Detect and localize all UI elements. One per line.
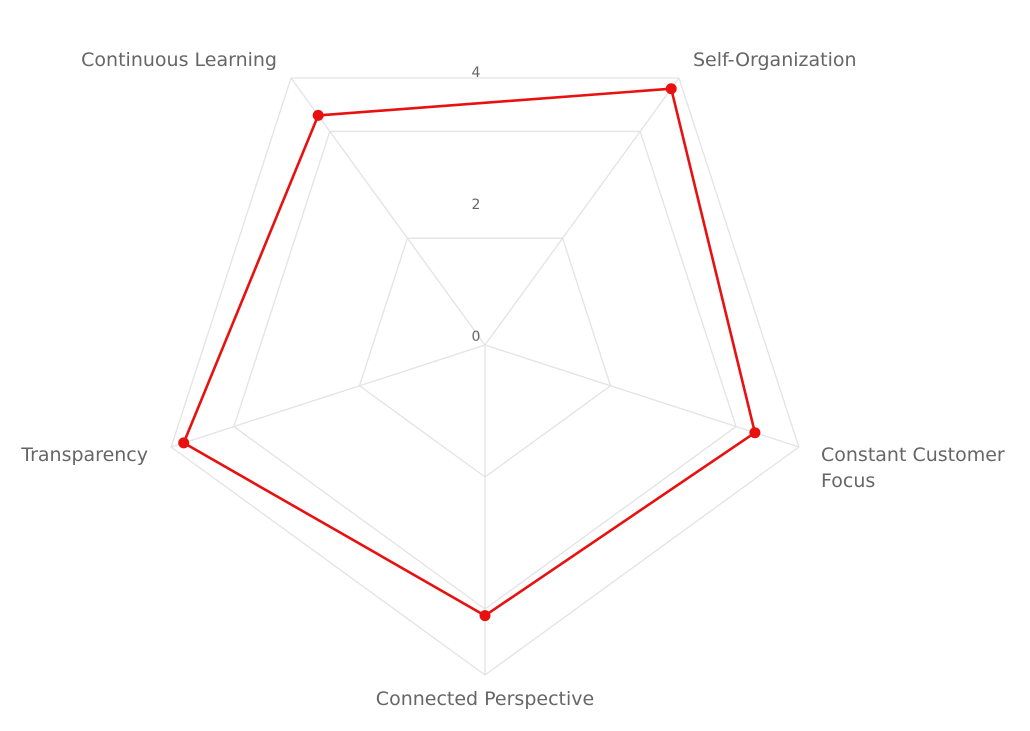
axis-spoke-4 [290, 77, 486, 346]
category-label-3: Transparency [20, 444, 148, 466]
axis-spoke-1 [484, 344, 800, 448]
tick-label-2: 4 [472, 65, 481, 81]
category-label-2: Connected Perspective [376, 688, 594, 710]
grid-ring-0 [358, 237, 612, 478]
category-labels: Self-Organization Constant Customer Focus C… [20, 49, 1005, 710]
data-point-0-2[interactable] [479, 610, 491, 622]
data-point-0-1[interactable] [749, 427, 761, 439]
grid-ring-1 [233, 130, 737, 610]
series-line-0 [182, 87, 757, 617]
axis-spoke-3 [170, 344, 486, 448]
radar-series [178, 83, 761, 622]
axis-spoke-0 [484, 77, 680, 346]
category-label-4: Continuous Learning [81, 49, 277, 71]
tick-label-1: 2 [472, 197, 481, 213]
category-label-0: Self-Organization [693, 49, 857, 71]
data-point-0-3[interactable] [178, 437, 190, 449]
radar-axes [170, 77, 800, 675]
data-point-0-0[interactable] [665, 83, 677, 95]
tick-label-0: 0 [472, 329, 481, 345]
radial-tick-labels: 0 2 4 [472, 65, 481, 345]
data-point-0-4[interactable] [312, 109, 324, 121]
grid-ring-2 [170, 77, 800, 676]
radar-grid [170, 77, 800, 676]
category-label-1: Constant Customer Focus [821, 444, 1005, 492]
